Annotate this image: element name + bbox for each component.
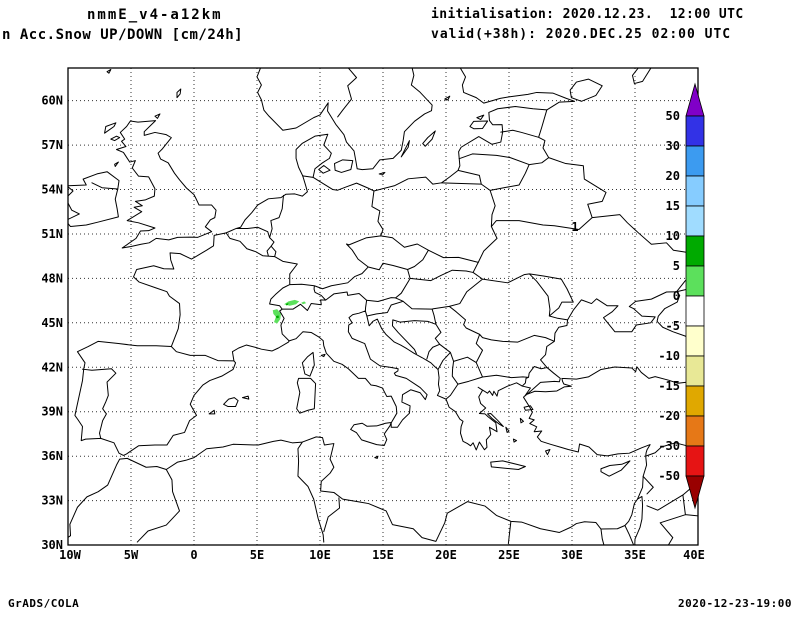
colorbar-label: 15 [666, 199, 680, 213]
x-tick: 5W [124, 548, 139, 562]
y-tick: 54N [41, 183, 63, 197]
colorbar-label: -20 [658, 409, 680, 423]
y-tick: 57N [41, 138, 63, 152]
colorbar-label: -50 [658, 469, 680, 483]
x-tick: 15E [372, 548, 394, 562]
colorbar-segment [685, 445, 705, 477]
snow-shading-layer [272, 299, 307, 324]
colorbar-segment [685, 295, 705, 327]
x-tick: 35E [624, 548, 646, 562]
colorbar-segment [685, 355, 705, 387]
colorbar-segment [685, 265, 705, 297]
y-tick: 36N [41, 449, 63, 463]
colorbar-arrow-bottom [685, 475, 705, 510]
contour-label: 1 [571, 220, 578, 234]
colorbar-segment [685, 145, 705, 177]
coastline-mediterranean-blacksea [65, 289, 700, 542]
colorbar-label: 50 [666, 109, 680, 123]
colorbar-segment [685, 385, 705, 417]
y-tick: 33N [41, 494, 63, 508]
y-tick: 42N [41, 360, 63, 374]
y-tick: 45N [41, 316, 63, 330]
colorbar-segment [685, 175, 705, 207]
colorbar-label: -30 [658, 439, 680, 453]
map-clip-group: 1 [65, 67, 700, 546]
colorbar-segment [685, 415, 705, 447]
grads-credit: GrADS/COLA [8, 597, 80, 610]
x-tick: 30E [561, 548, 583, 562]
y-tick: 30N [41, 538, 63, 552]
geography-layer [65, 67, 700, 546]
product-title: n Acc.Snow UP/DOWN [cm/24h] [2, 27, 244, 43]
colorbar-label: -15 [658, 379, 680, 393]
x-tick: 20E [435, 548, 457, 562]
colorbar-label: 20 [666, 169, 680, 183]
y-tick: 51N [41, 227, 63, 241]
colorbar: 50 30 20 15 10 5 0 -5 -10 -15 -20 -30 -5… [658, 82, 705, 510]
y-tick: 48N [41, 271, 63, 285]
x-tick: 25E [498, 548, 520, 562]
borders-western-central-europe [82, 67, 604, 546]
colorbar-segment [685, 235, 705, 267]
creation-timestamp: 2020-12-23-19:00 [678, 597, 792, 610]
colorbar-arrow-top [685, 82, 705, 117]
x-tick: 40E [683, 548, 705, 562]
colorbar-segment [685, 325, 705, 357]
colorbar-label: 30 [666, 139, 680, 153]
x-tick: 0 [190, 548, 197, 562]
colorbar-segment [685, 205, 705, 237]
colorbar-label: 10 [666, 229, 680, 243]
coastline-west-europe [65, 69, 307, 455]
valid-time-label: valid(+38h): 2020.DEC.25 02:00 UTC [431, 27, 732, 42]
coastline-north-europe-baltic [257, 67, 651, 191]
colorbar-label: 5 [673, 259, 680, 273]
colorbar-segment [685, 115, 705, 147]
y-tick: 39N [41, 405, 63, 419]
borders-eastern-europe-balkans-middleeast [367, 110, 701, 546]
y-axis: 60N 57N 54N 51N 48N 45N 42N 39N 36N 33N … [41, 94, 63, 552]
model-title: nmmE_v4-a12km [87, 7, 223, 23]
x-axis: 10W 5W 0 5E 10E 15E 20E 25E 30E 35E 40E [59, 548, 705, 562]
colorbar-label: -5 [666, 319, 680, 333]
init-time-label: initialisation: 2020.12.23. 12:00 UTC [431, 7, 744, 22]
y-tick: 60N [41, 94, 63, 108]
colorbar-label: -10 [658, 349, 680, 363]
snow-area-0-5cm [272, 299, 307, 324]
snow-area-5-10cm [275, 302, 289, 319]
x-tick: 5E [250, 548, 264, 562]
colorbar-label: 0 [673, 289, 680, 303]
x-tick: 10W [59, 548, 81, 562]
x-tick: 10E [309, 548, 331, 562]
